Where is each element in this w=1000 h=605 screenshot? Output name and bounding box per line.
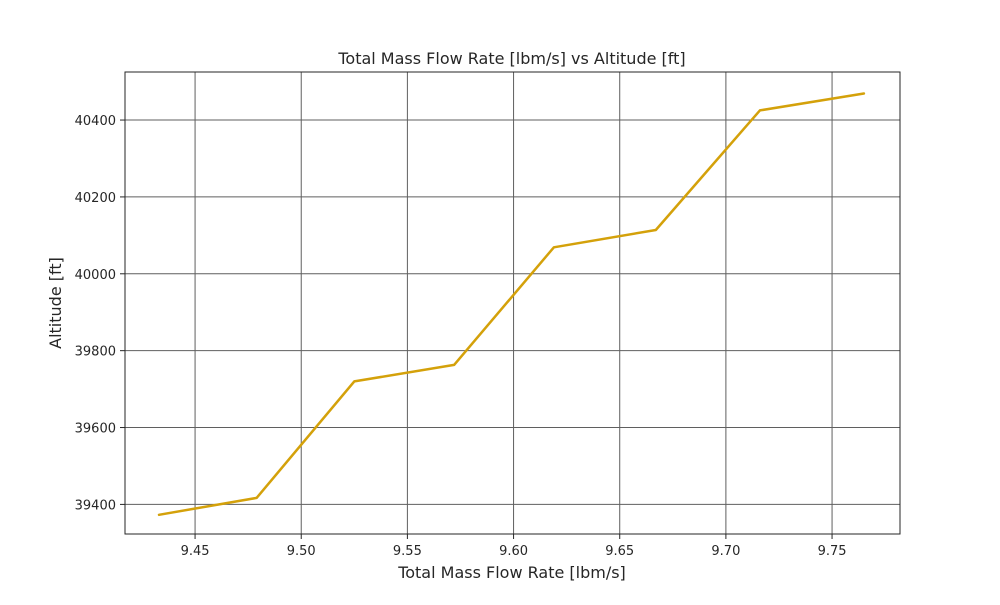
series-line bbox=[157, 92, 866, 517]
x-tick-label: 9.65 bbox=[605, 544, 634, 559]
tick-layer: 9.45 9.50 9.55 9.60 9.65 9.70 9.75 39400 39600 39… bbox=[75, 114, 847, 559]
y-axis-label: Altitude [ft] bbox=[46, 257, 65, 349]
x-tick-label: 9.75 bbox=[818, 544, 847, 559]
x-tick-label: 9.45 bbox=[181, 544, 210, 559]
x-axis-label: Total Mass Flow Rate [lbm/s] bbox=[397, 563, 626, 582]
x-tick-label: 9.70 bbox=[711, 544, 740, 559]
y-tick-label: 39800 bbox=[75, 345, 116, 360]
y-tick-label: 39400 bbox=[75, 498, 116, 513]
x-tick-label: 9.50 bbox=[287, 544, 316, 559]
y-tick-label: 40400 bbox=[75, 114, 116, 129]
y-tick-label: 40000 bbox=[75, 268, 116, 283]
series-layer bbox=[157, 92, 866, 517]
y-tick-label: 39600 bbox=[75, 422, 116, 437]
grid-layer bbox=[125, 72, 900, 534]
x-tick-label: 9.55 bbox=[393, 544, 422, 559]
y-tick-label: 40200 bbox=[75, 191, 116, 206]
chart-title: Total Mass Flow Rate [lbm/s] vs Altitude… bbox=[337, 49, 685, 68]
plot-frame bbox=[124, 71, 901, 535]
x-tick-label: 9.60 bbox=[499, 544, 528, 559]
